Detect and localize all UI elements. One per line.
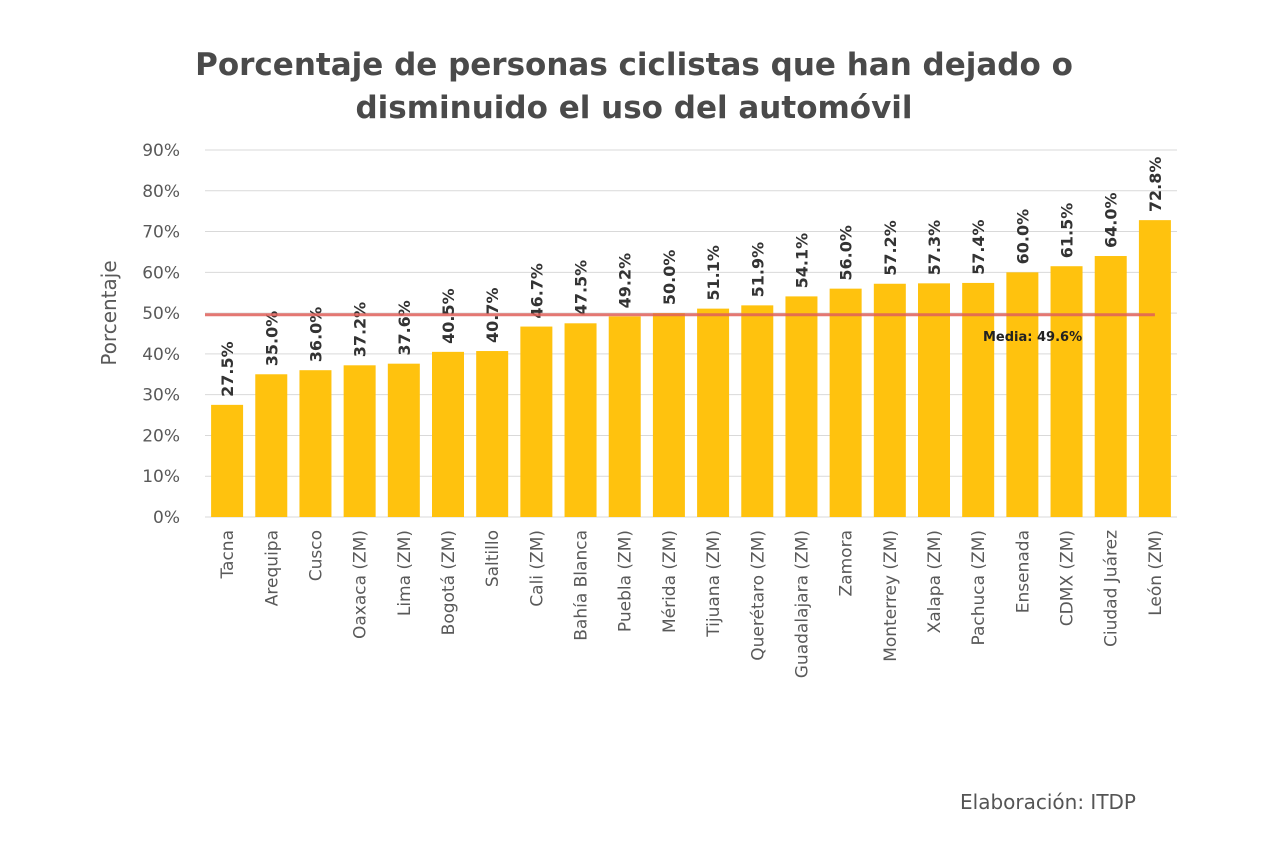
data-label: 37.6%	[395, 300, 414, 356]
data-label: 51.9%	[748, 242, 767, 298]
bar	[697, 308, 730, 517]
data-label: 49.2%	[616, 253, 635, 309]
x-tick-label: CDMX (ZM)	[1058, 530, 1078, 626]
x-tick-label: Saltillo	[483, 530, 503, 587]
y-tick-label: 0%	[153, 508, 180, 528]
data-label: 36.0%	[306, 307, 325, 363]
data-label: 56.0%	[837, 225, 856, 281]
x-tick-label: Bogotá (ZM)	[439, 530, 459, 635]
data-label: 54.1%	[792, 233, 811, 289]
bar	[918, 283, 950, 517]
data-label: 64.0%	[1102, 193, 1121, 249]
bar	[652, 313, 685, 517]
x-tick-label: Monterrey (ZM)	[881, 530, 901, 662]
chart-title-line-1: Porcentaje de personas ciclistas que han…	[195, 47, 1073, 83]
x-tick-label: Tijuana (ZM)	[704, 530, 724, 638]
data-label: 57.3%	[925, 220, 944, 276]
data-label: 47.5%	[572, 260, 591, 316]
data-label: 27.5%	[218, 341, 237, 397]
data-label: 51.1%	[704, 245, 723, 301]
bar	[1138, 220, 1171, 518]
x-tick-label: Tacna	[218, 530, 238, 580]
bar	[387, 363, 420, 517]
data-label: 57.2%	[881, 220, 900, 276]
chart-title-line-2: disminuido el uso del automóvil	[355, 90, 912, 126]
bar	[211, 404, 244, 517]
x-tick-label: Zamora	[837, 530, 857, 596]
y-tick-label: 90%	[142, 141, 180, 161]
x-tick-label: Mérida (ZM)	[660, 530, 680, 633]
x-tick-label: León (ZM)	[1146, 530, 1166, 616]
bar	[255, 374, 288, 517]
bar	[829, 288, 862, 517]
x-tick-label: Querétaro (ZM)	[748, 530, 768, 661]
bar	[1094, 256, 1127, 517]
y-tick-label: 30%	[142, 386, 180, 406]
x-tick-label: Lima (ZM)	[395, 530, 415, 616]
bar	[520, 326, 553, 517]
bar	[608, 316, 641, 517]
x-tick-label: Pachuca (ZM)	[969, 530, 989, 646]
x-tick-label: Arequipa	[262, 530, 282, 606]
bar	[343, 365, 376, 517]
data-label: 37.2%	[351, 302, 370, 358]
bar	[962, 282, 995, 517]
x-tick-label: Ciudad Juárez	[1102, 530, 1122, 647]
data-label: 72.8%	[1146, 157, 1165, 213]
y-tick-label: 60%	[142, 263, 180, 283]
data-label: 46.7%	[527, 263, 546, 319]
bar	[1006, 272, 1039, 517]
x-tick-label: Cusco	[306, 530, 326, 581]
y-tick-label: 70%	[142, 223, 180, 243]
bar	[1050, 266, 1083, 517]
y-axis-label: Porcentaje	[97, 260, 121, 365]
x-tick-label: Xalapa (ZM)	[925, 530, 945, 633]
credit-text: Elaboración: ITDP	[960, 790, 1136, 814]
data-label: 57.4%	[969, 219, 988, 275]
data-label: 35.0%	[262, 311, 281, 367]
bar	[476, 351, 509, 517]
bar	[432, 351, 464, 517]
x-tick-label: Bahía Blanca	[572, 530, 592, 641]
x-tick-label: Ensenada	[1013, 530, 1033, 613]
x-tick-label: Puebla (ZM)	[616, 530, 636, 632]
data-label: 50.0%	[660, 250, 679, 306]
bar	[741, 305, 774, 517]
y-tick-label: 20%	[142, 426, 180, 446]
bar	[873, 283, 906, 517]
data-label: 60.0%	[1013, 209, 1032, 265]
bar	[785, 296, 818, 517]
y-tick-label: 40%	[142, 345, 180, 365]
y-tick-label: 10%	[142, 467, 180, 487]
mean-label: Media: 49.6%	[983, 330, 1082, 345]
bar	[564, 323, 597, 517]
data-label: 61.5%	[1058, 203, 1077, 259]
y-tick-label: 80%	[142, 182, 180, 202]
y-tick-label: 50%	[142, 304, 180, 324]
x-tick-label: Cali (ZM)	[527, 530, 547, 607]
bar	[299, 370, 332, 517]
x-tick-label: Guadalajara (ZM)	[792, 530, 812, 678]
x-tick-label: Oaxaca (ZM)	[351, 530, 371, 639]
